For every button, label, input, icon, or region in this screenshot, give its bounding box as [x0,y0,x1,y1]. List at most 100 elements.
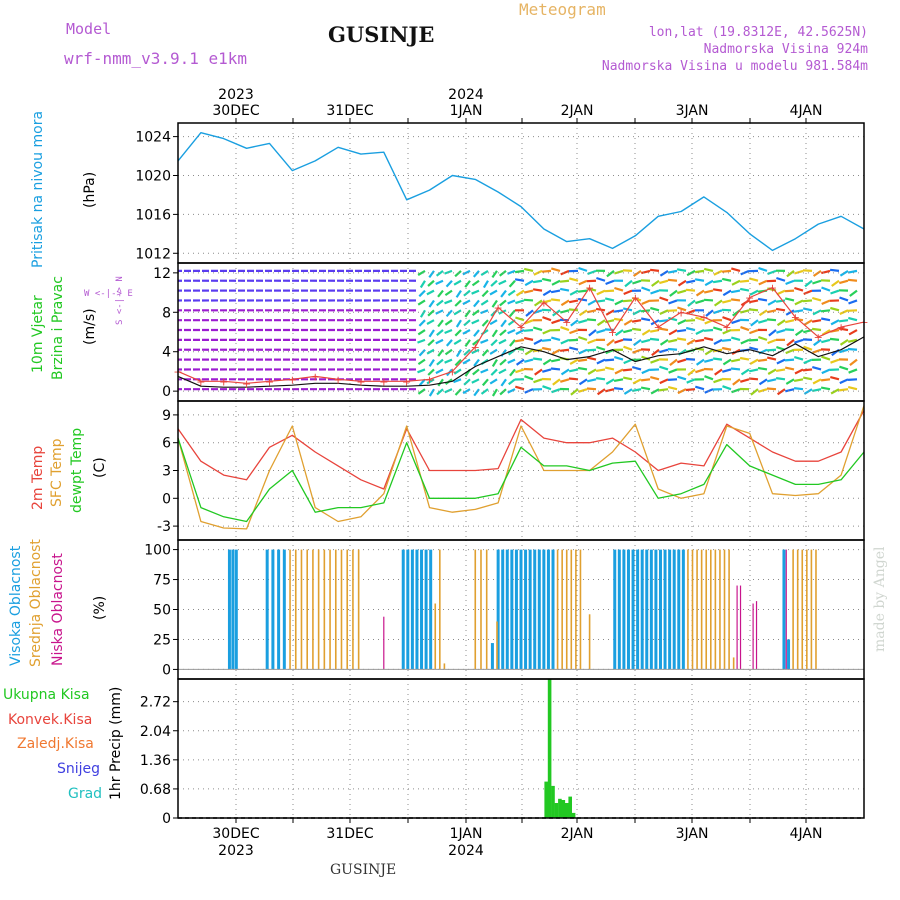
wind-barb [722,358,732,366]
wind-barb [514,278,525,282]
wind-barb [515,358,525,366]
wind-barb [830,289,840,295]
y-tick-label: 75 [153,573,171,589]
wind-barb [667,278,678,282]
wind-barb [722,385,732,391]
wind-barb [722,299,732,304]
wind-barb [740,326,750,332]
wind-barb [514,385,525,391]
wind-barb [534,368,543,376]
wind-barb [523,298,534,302]
wind-barb [730,358,741,363]
wind-barb [650,388,660,395]
y-tick-label: 100 [144,543,171,559]
y-tick-label: 6 [162,436,171,452]
wind-barb [730,298,741,302]
wind-barb [641,299,651,306]
precip-bar [544,781,548,818]
wind-barb [587,299,597,306]
wind-barb [587,338,597,345]
wind-barb [419,280,426,289]
wind-barb [650,358,660,364]
wind-barb [793,387,804,391]
gust-marker: + [699,311,708,324]
wind-barb [677,306,687,312]
wind-barb [427,368,435,376]
wind-barb [649,328,660,333]
wind-barb [766,356,777,361]
gust-marker: + [379,375,388,388]
wind-barb [604,328,615,332]
wind-barb [542,358,552,366]
wind-barb [712,279,723,284]
wind-barb [803,358,813,365]
wind-barb [490,279,498,287]
wind-barb [785,309,795,316]
wind-barb [703,267,714,272]
wind-barb [489,378,498,385]
wind-barb [632,269,642,277]
wind-barb [507,299,516,305]
wind-barb [821,269,831,275]
wind-barb [435,270,444,277]
wind-barb [541,269,552,273]
wind-barb [473,299,480,308]
wind-barb [812,269,822,277]
wind-barb [614,338,624,344]
wind-barb [445,279,453,288]
wind-barb [622,376,633,381]
wind-barb [480,368,489,374]
wind-barb [524,319,534,325]
wind-barb [596,388,606,396]
wind-barb [577,358,588,362]
gust-marker: + [242,377,251,390]
wind-barb [541,346,552,351]
wind-barb [659,378,669,385]
wind-barb [794,329,804,337]
wind-barb [757,366,768,371]
gust-marker: + [448,365,457,378]
wind-barb [732,378,741,386]
wind-barb [650,306,660,312]
gust-marker: + [608,326,617,339]
wind-barb [784,366,795,371]
wind-barb [578,348,588,355]
wind-barb [471,348,480,355]
wind-barb [668,329,678,336]
wind-barb [428,358,435,367]
wind-barb [436,299,444,307]
wind-barb [453,309,462,316]
wind-barb [704,348,714,356]
wind-barb [821,299,831,306]
precip-bar [558,798,562,818]
day-label-bottom: 3JAN [676,826,709,842]
wind-barb [839,338,849,346]
wind-barb [417,338,426,344]
wind-barb [677,388,687,395]
wind-barb [750,319,759,327]
wind-barb [428,329,435,338]
wind-barb [507,358,516,364]
wind-barb [784,358,795,362]
wind-barb [578,336,588,341]
y-tick-label: 8 [162,305,171,321]
wind-barb [749,346,759,351]
wind-barb [595,299,606,303]
wind-barb [838,388,849,392]
wind-barb [668,299,678,305]
gust-marker: + [356,375,365,388]
wind-barb [462,269,471,276]
precip-legend-freezing: Zaledj.Kisa [17,736,94,752]
wind-barb [524,358,534,363]
wind-barb [739,378,750,383]
wind-barb [524,375,534,381]
wind-barb [437,289,444,298]
wind-barb [685,326,696,332]
wind-barb [568,299,579,304]
wind-barb [445,339,453,347]
wind-barb [669,289,678,297]
wind-barb [525,309,534,317]
wind-barb [604,358,615,362]
wind-barb [640,386,651,391]
wind-barb [812,296,822,302]
